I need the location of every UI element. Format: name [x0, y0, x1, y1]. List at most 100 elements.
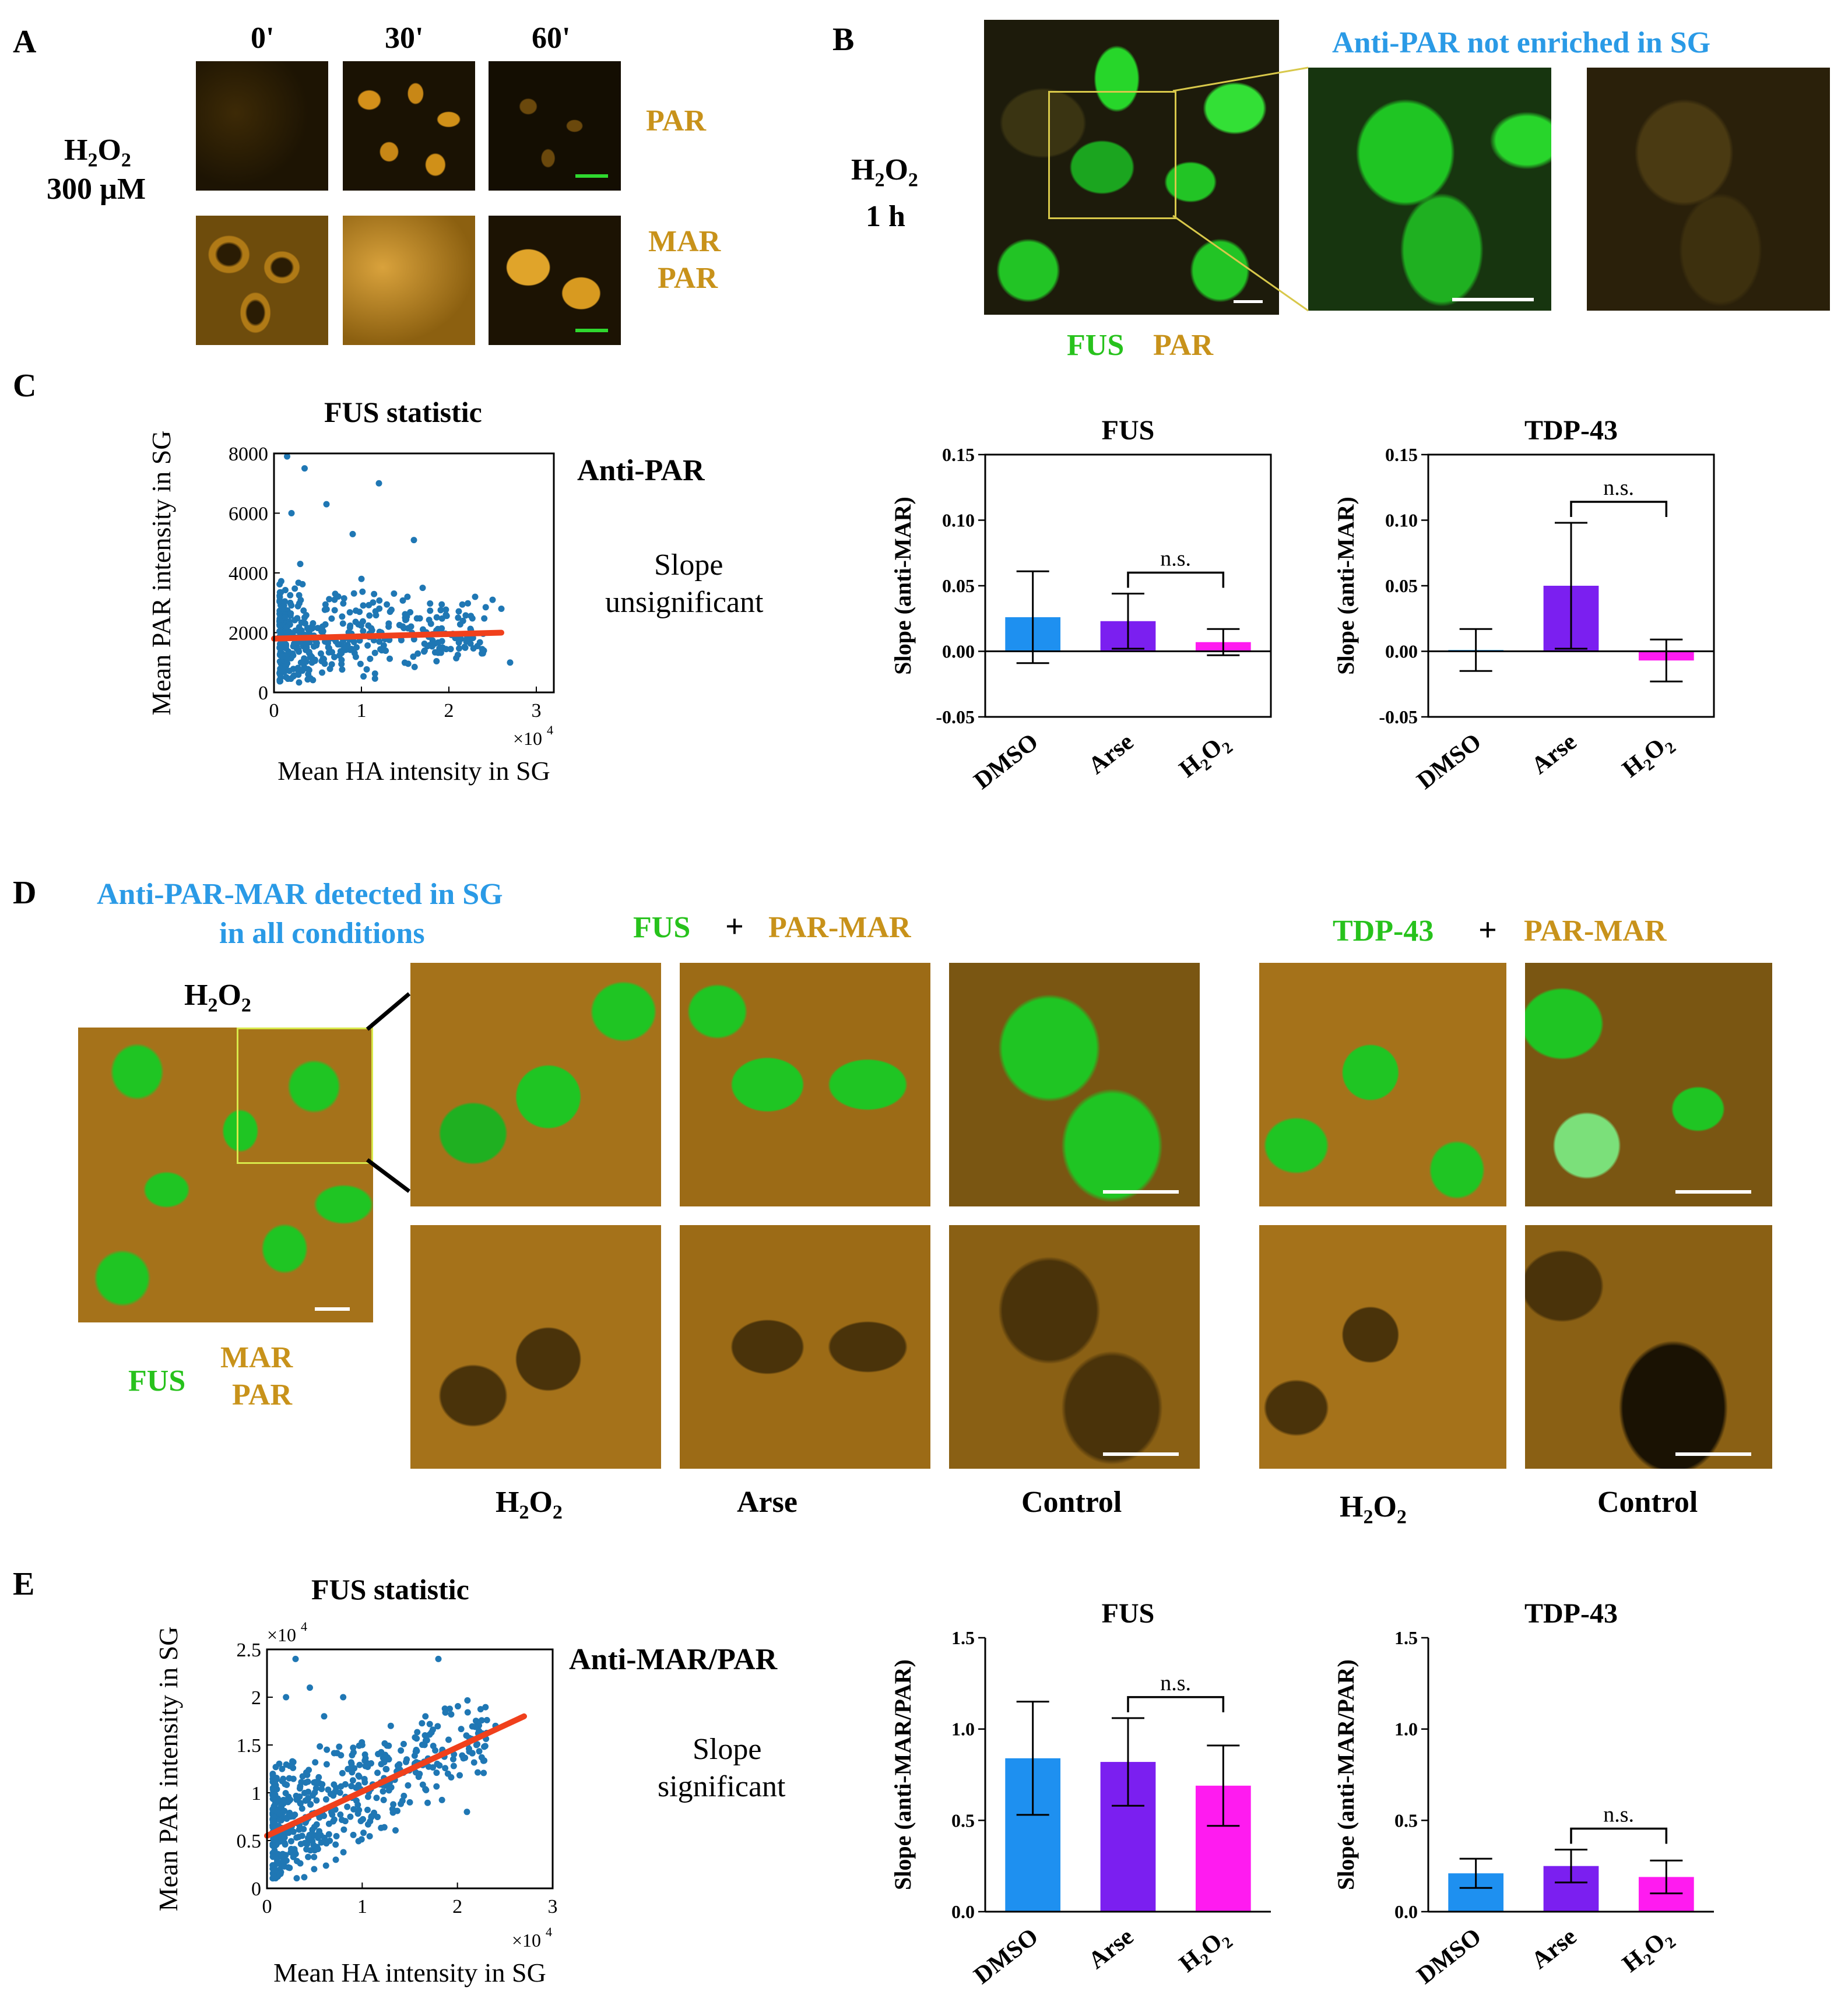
scatter-point: [437, 644, 444, 651]
scatter-point: [322, 1862, 329, 1869]
scatter-point: [391, 590, 398, 597]
y-tick-label: 4000: [229, 563, 268, 585]
scatter-point: [462, 612, 469, 619]
scatter-point: [336, 652, 343, 659]
y-tick-label: 1.0: [1394, 1719, 1418, 1740]
scatter-point: [307, 653, 314, 660]
scatter-point: [360, 628, 367, 635]
panelA-dose: 300 µM: [47, 173, 146, 206]
bar-chart-e-fus: FUS Slope (anti-MAR/PAR) 0.0 0.5 1.0 1.5 n.s. D…: [890, 1598, 1271, 1989]
scatter-point: [269, 1853, 276, 1860]
fit-line: [264, 1713, 527, 1839]
scale-bar: [1452, 298, 1534, 301]
scatter-point: [420, 626, 427, 633]
scatter-point: [305, 1767, 312, 1774]
category-label: DMSO: [1412, 1923, 1487, 1990]
significance-label: n.s.: [1603, 1802, 1634, 1827]
scatter-point: [349, 1769, 356, 1776]
scatter-point: [285, 1864, 292, 1871]
y-tick-label: 0.5: [951, 1810, 975, 1831]
scatter-point: [340, 595, 347, 602]
plot-frame: [984, 453, 1272, 718]
scatter-point: [332, 1856, 339, 1863]
scatter-point: [358, 575, 365, 582]
y-tick-label: 0.05: [942, 575, 975, 596]
y-tick-label: 0.15: [1385, 444, 1418, 465]
scatter-point: [437, 607, 444, 614]
scatter-point: [305, 649, 312, 656]
scatter-point: [283, 1694, 290, 1701]
category-label: H2O2: [1618, 729, 1680, 786]
scatter-point: [419, 1720, 426, 1727]
scatter-point: [455, 614, 462, 621]
scatter-point: [384, 601, 391, 608]
x-tick-label: 3: [532, 700, 542, 722]
scatter-point: [426, 1731, 433, 1738]
x-tick-label: 2: [452, 1896, 462, 1918]
scatter-point: [416, 615, 423, 622]
panel-letter-e: E: [13, 1566, 35, 1602]
scatter-point: [321, 1834, 328, 1841]
scatter-point: [284, 675, 291, 682]
micrograph-d-fus-control-merge: [949, 963, 1200, 1206]
scatter-point: [469, 1723, 476, 1730]
time-label-0: 0': [251, 22, 275, 55]
y-tick-label: 2: [251, 1687, 261, 1709]
scatter-point: [325, 640, 332, 647]
zoom-connector-lines-d: [366, 992, 411, 1193]
significance-bracket: [1127, 1696, 1225, 1712]
panelE-antibody: Anti-MAR/PAR: [569, 1643, 778, 1676]
scatter-point: [280, 1796, 287, 1803]
x-tick-label: 1: [357, 700, 367, 722]
scatter-point: [304, 676, 311, 683]
scatter-point: [295, 671, 302, 678]
scatter-point: [405, 1782, 412, 1789]
panelD-legend-fus: FUS: [128, 1364, 186, 1398]
micrograph-b-overview: [984, 20, 1279, 315]
scatter-point: [298, 627, 305, 634]
scatter-point: [322, 601, 329, 608]
scatter-point: [467, 625, 474, 632]
scatter-point: [351, 650, 358, 657]
scatter-point: [428, 643, 435, 650]
scatter-point: [456, 1772, 463, 1779]
scatter-point: [433, 657, 440, 664]
scatter-point: [425, 1763, 432, 1770]
scatter-point: [353, 644, 360, 651]
scatter-point: [469, 615, 476, 622]
scatter-point: [432, 1747, 439, 1754]
micrograph-d-fus-arse-parmar: [680, 1225, 930, 1469]
scatter-point: [442, 1765, 449, 1772]
scatter-point: [309, 625, 316, 632]
y-axis-label: Mean PAR intensity in SG: [146, 430, 176, 715]
scatter-point: [319, 669, 326, 676]
scatter-point: [324, 1746, 331, 1753]
category-label: Arse: [1084, 1923, 1139, 1975]
scatter-point: [276, 1760, 283, 1767]
y-tick-label: 0.15: [942, 444, 975, 465]
scatter-point: [287, 1838, 294, 1845]
scatter-point: [307, 1684, 313, 1691]
scatter-point: [323, 1761, 330, 1768]
bar-chart-e-tdp43: TDP-43 Slope (anti-MAR/PAR) 0.0 0.5 1.0 1.5 n.…: [1333, 1598, 1714, 1990]
scatter-point: [464, 1709, 471, 1716]
scatter-point: [442, 646, 449, 653]
scatter-point: [350, 1749, 357, 1756]
scatter-point: [282, 586, 289, 593]
scatter-point: [478, 1717, 485, 1724]
scatter-point: [375, 480, 382, 487]
scatter-point: [360, 673, 367, 680]
scatter-point: [323, 501, 330, 508]
scatter-point: [354, 1810, 361, 1817]
scatter-point: [359, 1741, 366, 1748]
scatter-point: [332, 590, 339, 597]
y-axis-label: Slope (anti-MAR/PAR): [1333, 1659, 1359, 1890]
scatter-point: [336, 1789, 343, 1796]
scatter-point: [405, 625, 412, 632]
y-tick-label: 6000: [229, 504, 268, 525]
scatter-point: [333, 1832, 340, 1839]
scatter-point: [441, 1705, 448, 1712]
scatter-point: [281, 1834, 288, 1841]
scatter-point: [410, 537, 417, 544]
y-tick-label: 1.0: [951, 1719, 975, 1740]
